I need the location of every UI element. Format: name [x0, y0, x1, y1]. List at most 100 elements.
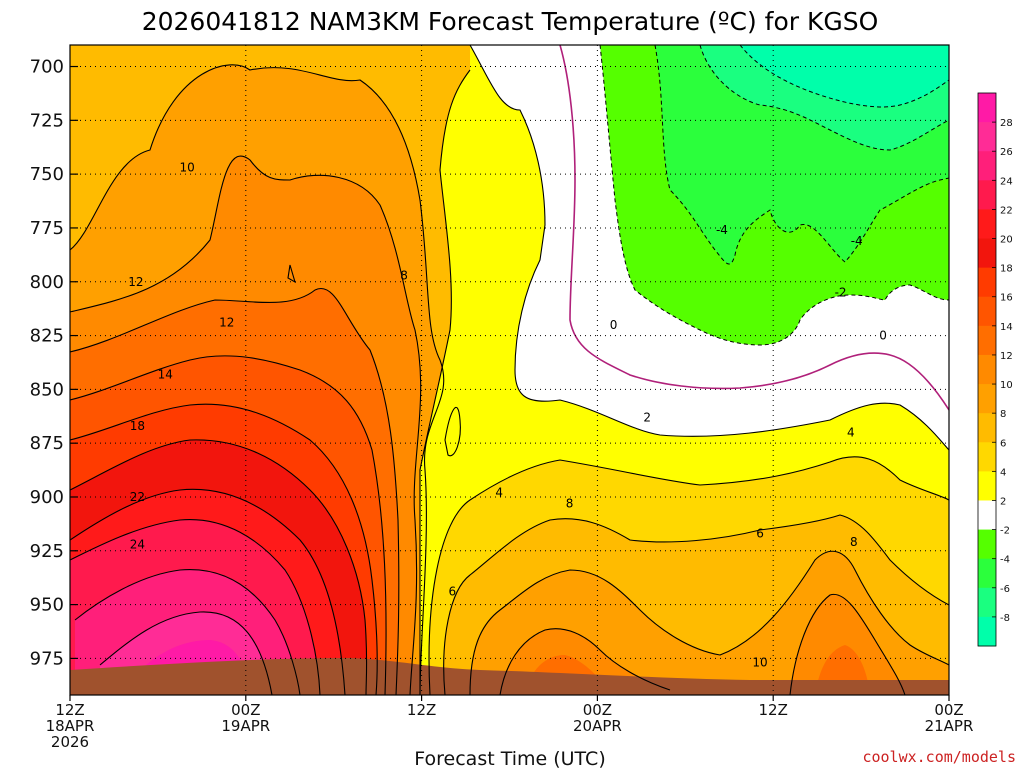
colorbar-tick-label: 28 — [1000, 118, 1013, 129]
contour-label: 8 — [566, 496, 574, 510]
colorbar-tick-label: -4 — [1000, 555, 1010, 566]
colorbar-band — [978, 122, 996, 152]
contour-line — [99, 611, 273, 695]
contour-label: 24 — [130, 537, 145, 551]
colorbar-band — [978, 384, 996, 414]
colorbar-tick-label: 4 — [1000, 467, 1006, 478]
contour-label: 12 — [128, 275, 143, 289]
colorbar-band — [978, 180, 996, 210]
colorbar-band — [978, 296, 996, 327]
contour-line — [428, 456, 949, 695]
contour-label: 0 — [879, 329, 887, 343]
colorbar-band — [978, 238, 996, 269]
band-minus8-minus10 — [740, 45, 949, 107]
y-tick-label: 800 — [30, 272, 64, 293]
grid-lines — [70, 45, 949, 695]
contour-line — [70, 519, 321, 695]
site-credit: coolwx.com/models — [862, 748, 1016, 766]
x-tick-label: 12Z — [407, 701, 436, 719]
contour-line — [499, 628, 671, 695]
y-tick-label: 925 — [30, 541, 64, 562]
band-10-12-east — [500, 594, 905, 695]
contour-line — [654, 45, 949, 265]
contour-line — [74, 569, 301, 695]
contour-line — [70, 403, 378, 695]
contour-label: 0 — [610, 318, 618, 332]
colorbar-tick-label: 18 — [1000, 264, 1013, 275]
contour-line — [70, 488, 346, 695]
chart-title: 2026041812 NAM3KM Forecast Temperature (… — [142, 7, 879, 36]
contour-line — [287, 264, 296, 284]
colorbar-band — [978, 413, 996, 443]
colorbar-band — [978, 442, 996, 472]
contour-line — [70, 287, 400, 695]
contour-label: 6 — [756, 527, 764, 541]
x-tick-label: 2026 — [51, 733, 89, 751]
contour-line — [443, 514, 949, 695]
x-tick-label: 00Z — [231, 701, 260, 719]
contour-label: 10 — [752, 656, 767, 670]
colorbar-band — [978, 529, 996, 560]
colorbar-tick-label: 2 — [1000, 496, 1006, 507]
colorbar-band — [978, 151, 996, 181]
colorbar-band — [978, 616, 996, 647]
colorbar-tick-label: 12 — [1000, 351, 1013, 362]
x-tick-label: 20APR — [573, 717, 622, 735]
colorbar-tick-label: 22 — [1000, 205, 1013, 216]
y-axis-ticks: 700 725 750 775 800 825 850 875 900 925 950 975 — [30, 57, 78, 669]
contour-line — [70, 355, 387, 695]
colorbar-tick-label: 26 — [1000, 147, 1013, 158]
contour-label: -4 — [716, 223, 728, 237]
x-tick-label: 00Z — [583, 701, 612, 719]
x-axis-label: Forecast Time (UTC) — [414, 748, 605, 768]
colorbar-band — [978, 587, 996, 618]
x-tick-label: 00Z — [934, 701, 963, 719]
contour-label: 18 — [130, 419, 145, 433]
contour-lines — [70, 45, 949, 695]
contour-label: 8 — [850, 535, 858, 549]
contour-line — [599, 45, 949, 346]
contour-label: 12 — [219, 316, 234, 330]
y-tick-label: 700 — [30, 57, 64, 78]
x-tick-label: 21APR — [925, 717, 974, 735]
colorbar-band — [978, 209, 996, 240]
colorbar-band — [978, 558, 996, 589]
colorbar-tick-label: -8 — [1000, 613, 1010, 624]
colorbar-tick-label: 24 — [1000, 176, 1013, 187]
colorbar-tick-label: 16 — [1000, 293, 1013, 304]
contour-label: 2 — [643, 410, 651, 424]
colorbar-frame — [977, 92, 997, 647]
colorbar-tick-label: 20 — [1000, 235, 1013, 246]
contour-label: -4 — [851, 234, 863, 248]
y-tick-label: 850 — [30, 379, 64, 400]
y-tick-label: 750 — [30, 164, 64, 185]
contour-label: 4 — [847, 425, 855, 439]
contour-label: 8 — [400, 268, 408, 282]
colorbar-tick-label: -6 — [1000, 584, 1010, 595]
contour-label: 4 — [495, 486, 503, 500]
y-tick-label: 900 — [30, 487, 64, 508]
contour-label: 22 — [130, 490, 145, 504]
contour-line — [444, 406, 461, 457]
contour-line — [789, 593, 906, 695]
y-tick-label: 775 — [30, 218, 64, 239]
contour-label: 14 — [158, 367, 173, 381]
colorbar-band — [978, 500, 996, 531]
contour-label: -2 — [835, 286, 847, 300]
colorbar: 28 26 24 22 20 18 16 14 12 10 8 6 4 2 -2 -4 -6 -8 — [977, 92, 1013, 647]
contour-line — [739, 45, 949, 108]
contour-line — [70, 64, 445, 695]
y-tick-label: 875 — [30, 433, 64, 454]
colorbar-band — [978, 93, 996, 123]
contour-label: 10 — [180, 161, 195, 175]
terrain-ground — [70, 658, 949, 695]
colorbar-band — [978, 325, 996, 356]
contour-line — [469, 45, 949, 451]
contour-line — [419, 69, 471, 695]
contour-line — [699, 45, 949, 151]
contour-line — [70, 155, 422, 695]
contour-line — [469, 550, 949, 695]
contour-line — [70, 439, 368, 695]
